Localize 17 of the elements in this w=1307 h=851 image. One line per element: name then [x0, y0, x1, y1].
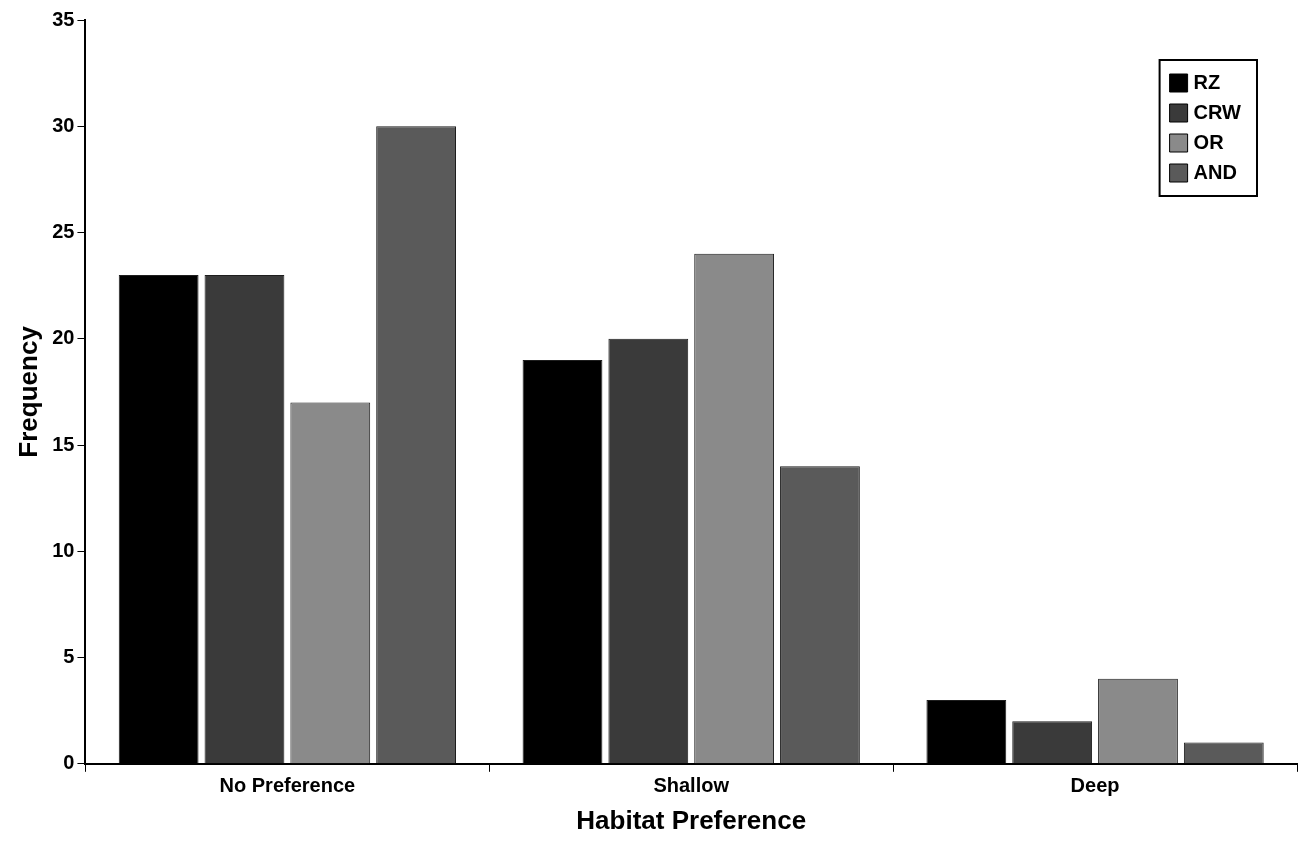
y-tick-label: 35 — [52, 7, 75, 30]
legend-label: OR — [1193, 130, 1225, 153]
legend-label: CRW — [1193, 100, 1242, 123]
y-tick-label: 10 — [52, 538, 75, 561]
legend-label: AND — [1193, 160, 1237, 183]
y-tick-label: 20 — [52, 326, 75, 349]
x-axis-title: Habitat Preference — [576, 804, 807, 835]
y-tick-label: 30 — [52, 113, 75, 136]
y-axis-title: Frequency — [12, 325, 43, 458]
y-tick-label: 5 — [63, 645, 75, 668]
x-tick-label: Shallow — [653, 774, 730, 797]
y-tick-label: 0 — [63, 751, 75, 774]
x-tick-label: No Preference — [219, 774, 356, 797]
y-tick-label: 15 — [52, 432, 75, 455]
legend-label: RZ — [1193, 70, 1221, 93]
y-tick-label: 25 — [52, 220, 75, 243]
x-tick-label: Deep — [1070, 774, 1120, 797]
